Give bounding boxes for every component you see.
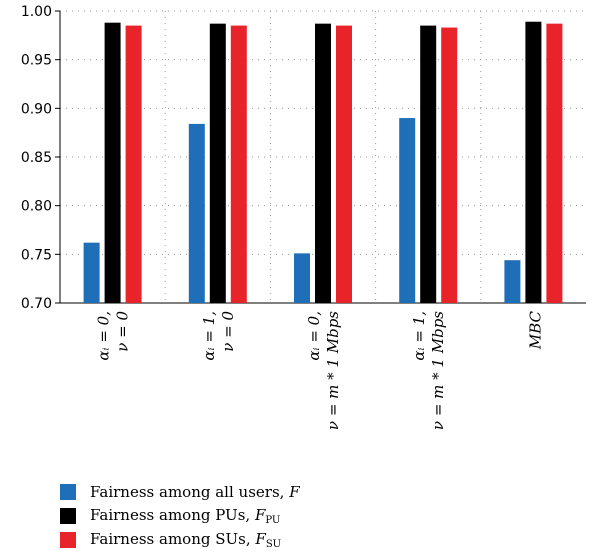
fairness-bar-chart: 0.70 0.75 0.80 0.85 0.90 0.95 1.00 αᵢ = 0,ν = 0…	[21, 4, 586, 430]
bar-s1-c2	[315, 23, 331, 304]
bar-s1-c1	[209, 23, 226, 304]
chart-legend: Fairness among all users, F Fairness amo…	[60, 480, 300, 552]
legend-swatch-pus	[60, 508, 76, 524]
bar-s2-c2	[336, 25, 352, 303]
legend-label-sus: Fairness among SUs, FSU	[90, 530, 282, 550]
y-tick-label-6: 1.00	[21, 4, 52, 20]
legend-item-all-users: Fairness among all users, F	[60, 480, 300, 504]
y-tick-label-5: 0.95	[21, 53, 52, 69]
y-tick-label-2: 0.80	[21, 199, 52, 215]
legend-item-pus: Fairness among PUs, FPU	[60, 504, 300, 528]
y-tick-label-4: 0.90	[21, 101, 52, 117]
legend-swatch-all-users	[60, 484, 76, 500]
category-label-4: MBC	[526, 310, 544, 350]
legend-label-all-users: Fairness among all users, F	[90, 483, 300, 501]
bar-s2-c1	[230, 25, 247, 303]
bar-s0-c0	[83, 242, 100, 303]
legend-swatch-sus	[60, 532, 76, 548]
bar-s2-c0	[125, 25, 142, 303]
bar-s2-c4	[546, 23, 563, 304]
legend-item-sus: Fairness among SUs, FSU	[60, 528, 300, 552]
bar-s0-c1	[188, 123, 205, 303]
bar-s0-c2	[294, 253, 310, 303]
bar-s1-c0	[104, 22, 121, 304]
y-tick-label-1: 0.75	[21, 247, 52, 263]
category-label-3: αᵢ = 1,ν = m * 1 Mbps	[410, 311, 447, 430]
y-tick-label-3: 0.85	[21, 150, 52, 166]
bar-s1-c3	[420, 25, 437, 303]
bar-s0-c4	[504, 260, 521, 303]
legend-label-pus: Fairness among PUs, FPU	[90, 506, 281, 526]
category-label-2: αᵢ = 0,ν = m * 1 Mbps	[305, 311, 342, 430]
bar-s2-c3	[441, 27, 458, 304]
bar-s0-c3	[399, 118, 416, 303]
y-tick-label-0: 0.70	[21, 296, 52, 312]
category-label-1: αᵢ = 1,ν = 0	[200, 311, 237, 361]
category-label-0: αᵢ = 0,ν = 0	[95, 311, 132, 361]
bar-s1-c4	[525, 21, 542, 304]
